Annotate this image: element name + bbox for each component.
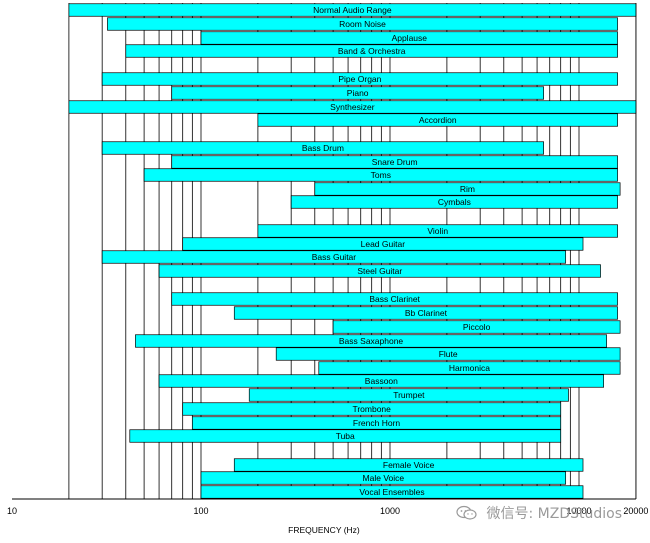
bar-label: Bass Saxaphone bbox=[339, 336, 404, 346]
bar-label: Violin bbox=[427, 226, 448, 236]
bar bbox=[290, 195, 618, 209]
bar bbox=[332, 320, 621, 334]
bar bbox=[257, 224, 618, 238]
bar bbox=[182, 402, 562, 416]
x-axis: 10 100 1000 10000 20000 bbox=[7, 498, 648, 516]
bar-label: French Horn bbox=[353, 418, 401, 428]
bar bbox=[171, 86, 544, 100]
bar-label: Flute bbox=[439, 349, 458, 359]
bar-label: Bass Clarinet bbox=[369, 294, 420, 304]
bar bbox=[68, 3, 637, 17]
x-tick-label: 20000 bbox=[623, 506, 648, 516]
bar-label: Trombone bbox=[352, 404, 391, 414]
bar bbox=[129, 429, 562, 443]
bar bbox=[275, 347, 621, 361]
bar bbox=[107, 17, 618, 31]
x-tick-label: 1000 bbox=[380, 506, 400, 516]
bar bbox=[68, 100, 637, 114]
bar-label: Piccolo bbox=[463, 322, 491, 332]
bar-label: Normal Audio Range bbox=[313, 5, 392, 15]
bar-label: Lead Guitar bbox=[361, 239, 406, 249]
bar-label: Band & Orchestra bbox=[338, 46, 406, 56]
x-tick-label: 10 bbox=[7, 506, 17, 516]
bar bbox=[143, 168, 618, 182]
x-axis-title: FREQUENCY (Hz) bbox=[288, 525, 360, 535]
x-tick-label: 10000 bbox=[566, 506, 591, 516]
bar bbox=[101, 72, 618, 86]
bar-label: Harmonica bbox=[449, 363, 490, 373]
bar bbox=[171, 292, 618, 306]
bar-label: Rim bbox=[460, 184, 475, 194]
bar bbox=[200, 485, 584, 499]
bar-label: Piano bbox=[347, 88, 369, 98]
bar-label: Room Noise bbox=[339, 19, 386, 29]
bar-label: Accordion bbox=[419, 115, 457, 125]
bar-label: Applause bbox=[392, 33, 428, 43]
bar bbox=[101, 141, 544, 155]
bar bbox=[135, 334, 607, 348]
bar bbox=[158, 374, 604, 388]
bar-label: Synthesizer bbox=[330, 102, 375, 112]
bar-label: Snare Drum bbox=[372, 157, 418, 167]
bar bbox=[192, 416, 562, 430]
bar-label: Cymbals bbox=[438, 197, 471, 207]
bar-label: Steel Guitar bbox=[357, 266, 402, 276]
bar-label: Pipe Organ bbox=[338, 74, 381, 84]
bar bbox=[125, 44, 618, 58]
bar-label: Tuba bbox=[336, 431, 355, 441]
bar-label: Bassoon bbox=[365, 376, 398, 386]
bar-label: Bass Guitar bbox=[312, 252, 357, 262]
wechat-watermark: 微信号: MZDStudios bbox=[456, 503, 622, 523]
bar bbox=[318, 361, 621, 375]
bar bbox=[314, 182, 621, 196]
bar-label: Trumpet bbox=[393, 390, 425, 400]
bar bbox=[233, 306, 618, 320]
bar bbox=[200, 31, 618, 45]
bar bbox=[233, 458, 584, 472]
bar-label: Vocal Ensembles bbox=[359, 487, 424, 497]
bar-label: Female Voice bbox=[383, 460, 435, 470]
bar bbox=[257, 113, 618, 127]
bar-label: Male Voice bbox=[363, 473, 405, 483]
bar bbox=[158, 264, 601, 278]
bar bbox=[200, 471, 567, 485]
watermark-text: 微信号: MZDStudios bbox=[486, 506, 622, 522]
bar bbox=[171, 155, 618, 169]
bar bbox=[101, 250, 567, 264]
bar bbox=[248, 388, 569, 402]
bar-label: Bass Drum bbox=[302, 143, 344, 153]
bar-label: Toms bbox=[371, 170, 391, 180]
wechat-icon bbox=[456, 505, 477, 520]
x-tick-label: 100 bbox=[193, 506, 208, 516]
chart-bars: Normal Audio Range Room Noise Applause Band… bbox=[68, 3, 637, 499]
bar bbox=[182, 237, 584, 251]
bar-label: Bb Clarinet bbox=[405, 308, 448, 318]
